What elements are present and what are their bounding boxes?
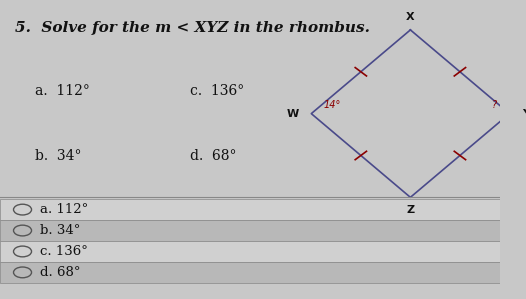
Text: ?: ? [492, 100, 497, 110]
FancyBboxPatch shape [0, 220, 500, 241]
Text: W: W [287, 109, 299, 119]
Text: a.  112°: a. 112° [35, 84, 90, 98]
Text: 14°: 14° [324, 100, 341, 110]
Text: Y: Y [522, 109, 526, 119]
FancyBboxPatch shape [0, 199, 500, 220]
Text: d.  68°: d. 68° [190, 150, 237, 164]
Text: c.  136°: c. 136° [190, 84, 245, 98]
Text: a. 112°: a. 112° [40, 203, 88, 216]
Text: 5.  Solve for the m < XYZ in the rhombus.: 5. Solve for the m < XYZ in the rhombus. [15, 21, 370, 35]
Text: c. 136°: c. 136° [40, 245, 88, 258]
Text: X: X [406, 13, 414, 22]
Text: d. 68°: d. 68° [40, 266, 80, 279]
Text: Z: Z [406, 205, 414, 215]
Text: b. 34°: b. 34° [40, 224, 80, 237]
FancyBboxPatch shape [0, 241, 500, 262]
Text: b.  34°: b. 34° [35, 150, 82, 164]
FancyBboxPatch shape [0, 262, 500, 283]
